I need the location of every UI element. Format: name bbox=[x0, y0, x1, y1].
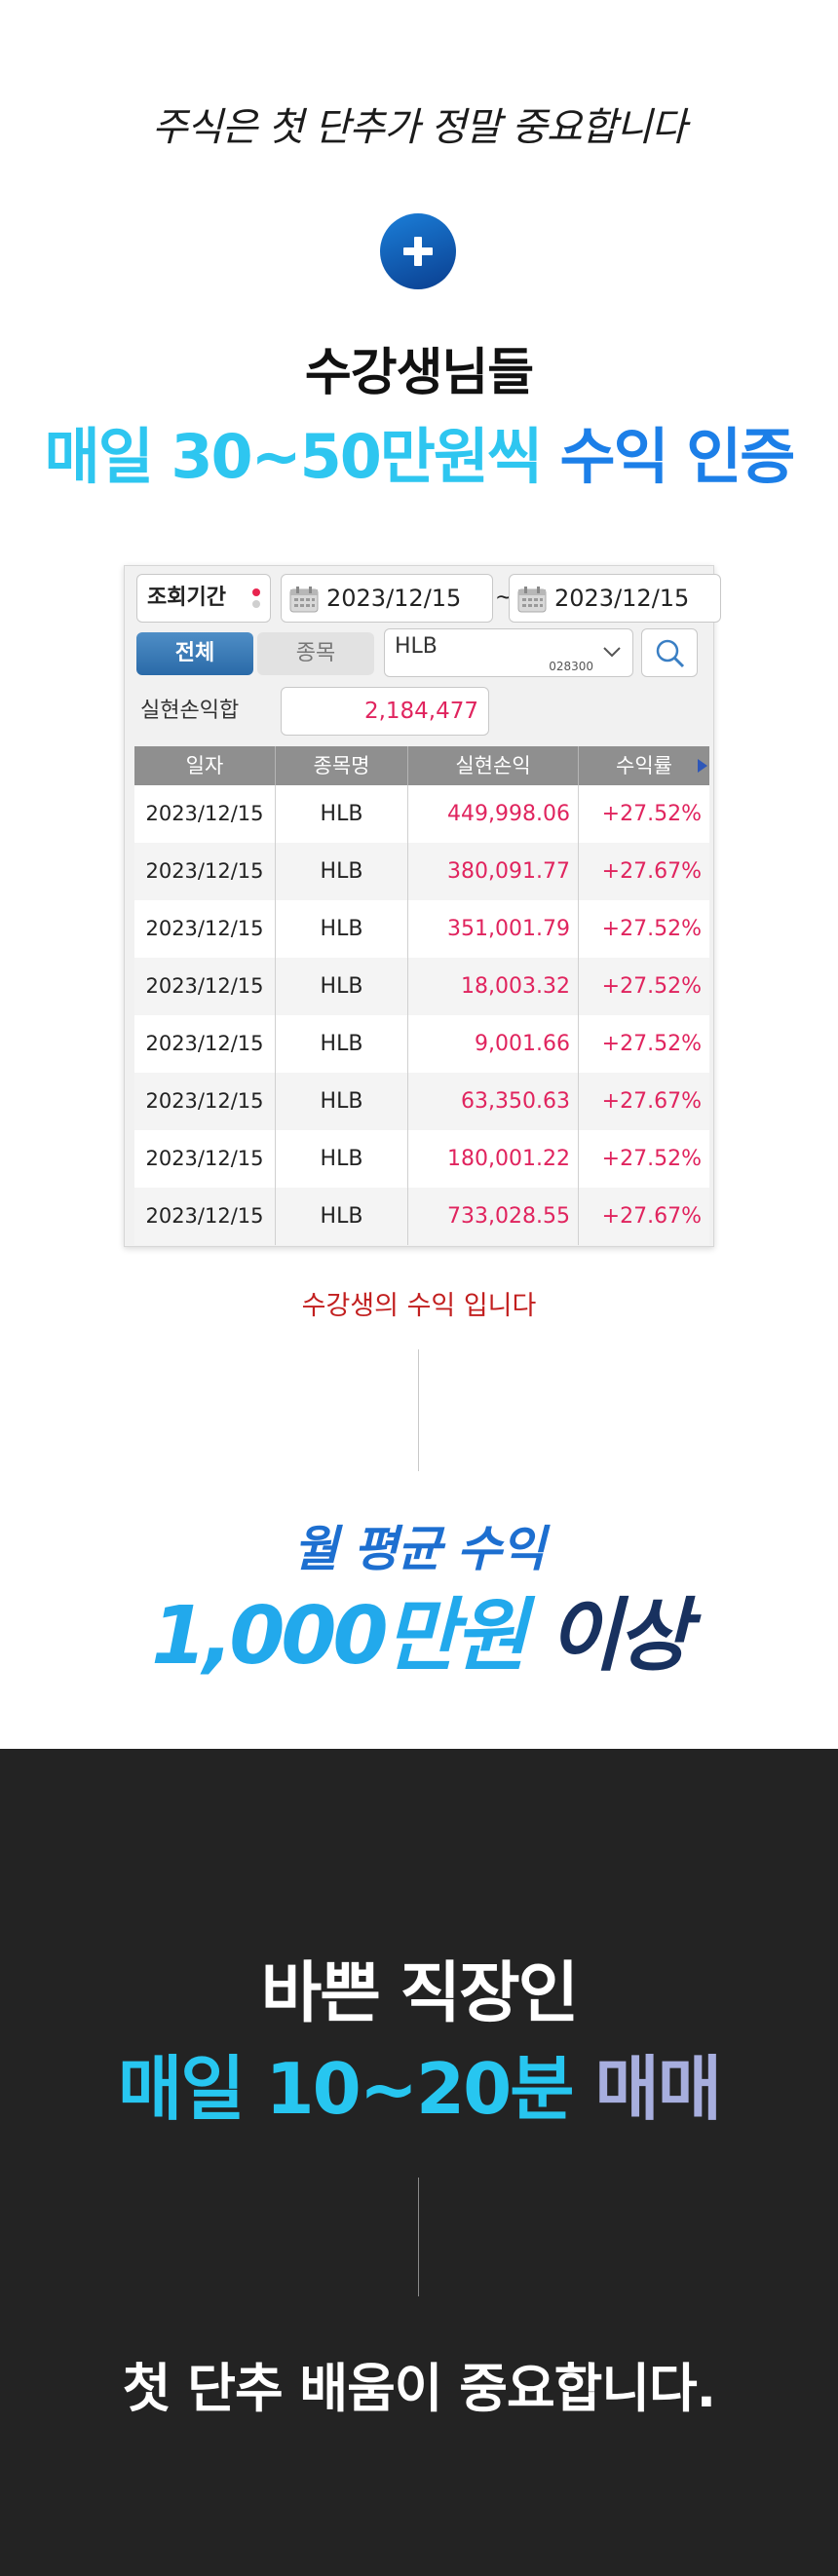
cta-subheading-highlight: 매일 10~20분 bbox=[117, 2048, 575, 2130]
cell-rate: +27.52% bbox=[601, 1147, 702, 1171]
date-separator: ~ bbox=[495, 586, 514, 610]
realized-pnl-value: 2,184,477 bbox=[281, 687, 489, 736]
cell-date: 2023/12/15 bbox=[134, 1073, 276, 1130]
table-header: 일자 종목명 실현손익 수익률 bbox=[134, 746, 709, 785]
cell-name: HLB bbox=[276, 1188, 408, 1245]
cell-rate: +27.52% bbox=[601, 917, 702, 941]
cta-section: 바쁜 직장인 매일 10~20분 매매 첫 단추 배움이 중요합니다. bbox=[0, 1749, 838, 2576]
table-row[interactable]: 2023/12/15 HLB 380,091.77 +27.67% bbox=[134, 843, 709, 900]
cell-pnl: 18,003.32 bbox=[408, 958, 579, 1015]
column-header-rate-label: 수익률 bbox=[616, 754, 672, 777]
scroll-right-arrow-icon[interactable] bbox=[698, 759, 707, 773]
tab-item[interactable]: 종목 bbox=[257, 632, 374, 675]
column-header-pnl: 실현손익 bbox=[408, 746, 579, 785]
indicator-dot-icon bbox=[252, 588, 260, 596]
period-button[interactable]: 조회기간 bbox=[136, 574, 271, 623]
proof-heading: 매일 30~50만원씩 수익 인증 bbox=[0, 407, 838, 495]
average-value-amount: 1,000만원 bbox=[151, 1590, 527, 1683]
cell-pnl: 449,998.06 bbox=[408, 785, 579, 843]
column-header-rate: 수익률 bbox=[579, 746, 709, 785]
filter-row: 전체 종목 HLB 028300 bbox=[136, 628, 711, 677]
cell-name: HLB bbox=[276, 1073, 408, 1130]
cell-name: HLB bbox=[276, 958, 408, 1015]
column-header-name: 종목명 bbox=[276, 746, 408, 785]
cell-date: 2023/12/15 bbox=[134, 843, 276, 900]
cell-date: 2023/12/15 bbox=[134, 1130, 276, 1188]
average-value: 1,000만원 이상 bbox=[0, 1571, 838, 1686]
cell-pnl: 9,001.66 bbox=[408, 1015, 579, 1073]
table-row[interactable]: 2023/12/15 HLB 449,998.06 +27.52% bbox=[134, 785, 709, 843]
proof-heading-rest: 수익 인증 bbox=[540, 421, 796, 492]
date-to-field[interactable]: 2023/12/15 bbox=[509, 574, 721, 623]
cell-date: 2023/12/15 bbox=[134, 1015, 276, 1073]
cell-pnl: 180,001.22 bbox=[408, 1130, 579, 1188]
table-row[interactable]: 2023/12/15 HLB 18,003.32 +27.52% bbox=[134, 958, 709, 1015]
cell-rate: +27.67% bbox=[601, 1204, 702, 1229]
chevron-down-icon bbox=[603, 647, 621, 658]
cta-subheading: 매일 10~20분 매매 bbox=[0, 2031, 838, 2134]
cell-pnl: 351,001.79 bbox=[408, 900, 579, 958]
cell-rate: +27.52% bbox=[601, 1032, 702, 1056]
average-value-suffix: 이상 bbox=[523, 1590, 691, 1683]
cell-pnl: 380,091.77 bbox=[408, 843, 579, 900]
period-label: 조회기간 bbox=[147, 586, 226, 610]
cell-name: HLB bbox=[276, 1130, 408, 1188]
cell-name: HLB bbox=[276, 900, 408, 958]
cta-subheading-rest: 매매 bbox=[572, 2048, 722, 2130]
table-row[interactable]: 2023/12/15 HLB 180,001.22 +27.52% bbox=[134, 1130, 709, 1188]
symbol-code: 028300 bbox=[549, 660, 593, 673]
average-title: 월 평균 수익 bbox=[293, 1521, 546, 1577]
cell-date: 2023/12/15 bbox=[134, 1188, 276, 1245]
realized-pnl-label: 실현손익합 bbox=[140, 699, 240, 723]
trade-table: 일자 종목명 실현손익 수익률 2023/12/15 HLB 449,998.06 +… bbox=[134, 746, 709, 1245]
symbol-select[interactable]: HLB 028300 bbox=[384, 628, 633, 677]
cell-name: HLB bbox=[276, 785, 408, 843]
symbol-value: HLB bbox=[395, 634, 438, 659]
divider-line bbox=[418, 1349, 419, 1471]
tab-all[interactable]: 전체 bbox=[136, 632, 253, 675]
cta-heading: 바쁜 직장인 bbox=[260, 1955, 579, 2032]
screenshot-caption: 수강생의 수익 입니다 bbox=[301, 1291, 537, 1321]
cell-rate: +27.52% bbox=[601, 802, 702, 826]
table-row[interactable]: 2023/12/15 HLB 351,001.79 +27.52% bbox=[134, 900, 709, 958]
cell-pnl: 733,028.55 bbox=[408, 1188, 579, 1245]
proof-heading-highlight: 매일 30~50만원씩 bbox=[44, 421, 543, 492]
cell-date: 2023/12/15 bbox=[134, 958, 276, 1015]
table-body: 2023/12/15 HLB 449,998.06 +27.52% 2023/12/15… bbox=[134, 785, 709, 1245]
subtitle: 수강생님들 bbox=[304, 344, 534, 402]
trading-screenshot: 조회기간 2023/12/15 ~ bbox=[124, 565, 721, 1247]
date-to-value: 2023/12/15 bbox=[554, 585, 690, 612]
table-row[interactable]: 2023/12/15 HLB 733,028.55 +27.67% bbox=[134, 1188, 709, 1245]
calendar-icon bbox=[289, 587, 319, 613]
cell-name: HLB bbox=[276, 843, 408, 900]
table-row[interactable]: 2023/12/15 HLB 9,001.66 +27.52% bbox=[134, 1015, 709, 1073]
table-row[interactable]: 2023/12/15 HLB 63,350.63 +27.67% bbox=[134, 1073, 709, 1130]
headline: 주식은 첫 단추가 정말 중요합니다 bbox=[151, 105, 687, 150]
cta-closing: 첫 단추 배움이 중요합니다. bbox=[122, 2358, 716, 2419]
search-button[interactable] bbox=[641, 628, 698, 677]
search-icon bbox=[656, 639, 685, 668]
date-from-value: 2023/12/15 bbox=[326, 585, 462, 612]
date-from-field[interactable]: 2023/12/15 bbox=[281, 574, 493, 623]
plus-circle-icon bbox=[380, 213, 456, 289]
divider-line bbox=[418, 2178, 419, 2296]
column-header-date: 일자 bbox=[134, 746, 276, 785]
cell-rate: +27.52% bbox=[601, 974, 702, 999]
cell-date: 2023/12/15 bbox=[134, 900, 276, 958]
cell-rate: +27.67% bbox=[601, 859, 702, 884]
cell-date: 2023/12/15 bbox=[134, 785, 276, 843]
realized-pnl-row: 실현손익합 2,184,477 bbox=[136, 687, 711, 736]
intro-section: 주식은 첫 단추가 정말 중요합니다 수강생님들 매일 30~50만원씩 수익 … bbox=[0, 105, 838, 1686]
cell-rate: +27.67% bbox=[601, 1089, 702, 1114]
cell-name: HLB bbox=[276, 1015, 408, 1073]
indicator-dot-icon bbox=[252, 600, 260, 608]
calendar-icon bbox=[517, 587, 547, 613]
cell-pnl: 63,350.63 bbox=[408, 1073, 579, 1130]
